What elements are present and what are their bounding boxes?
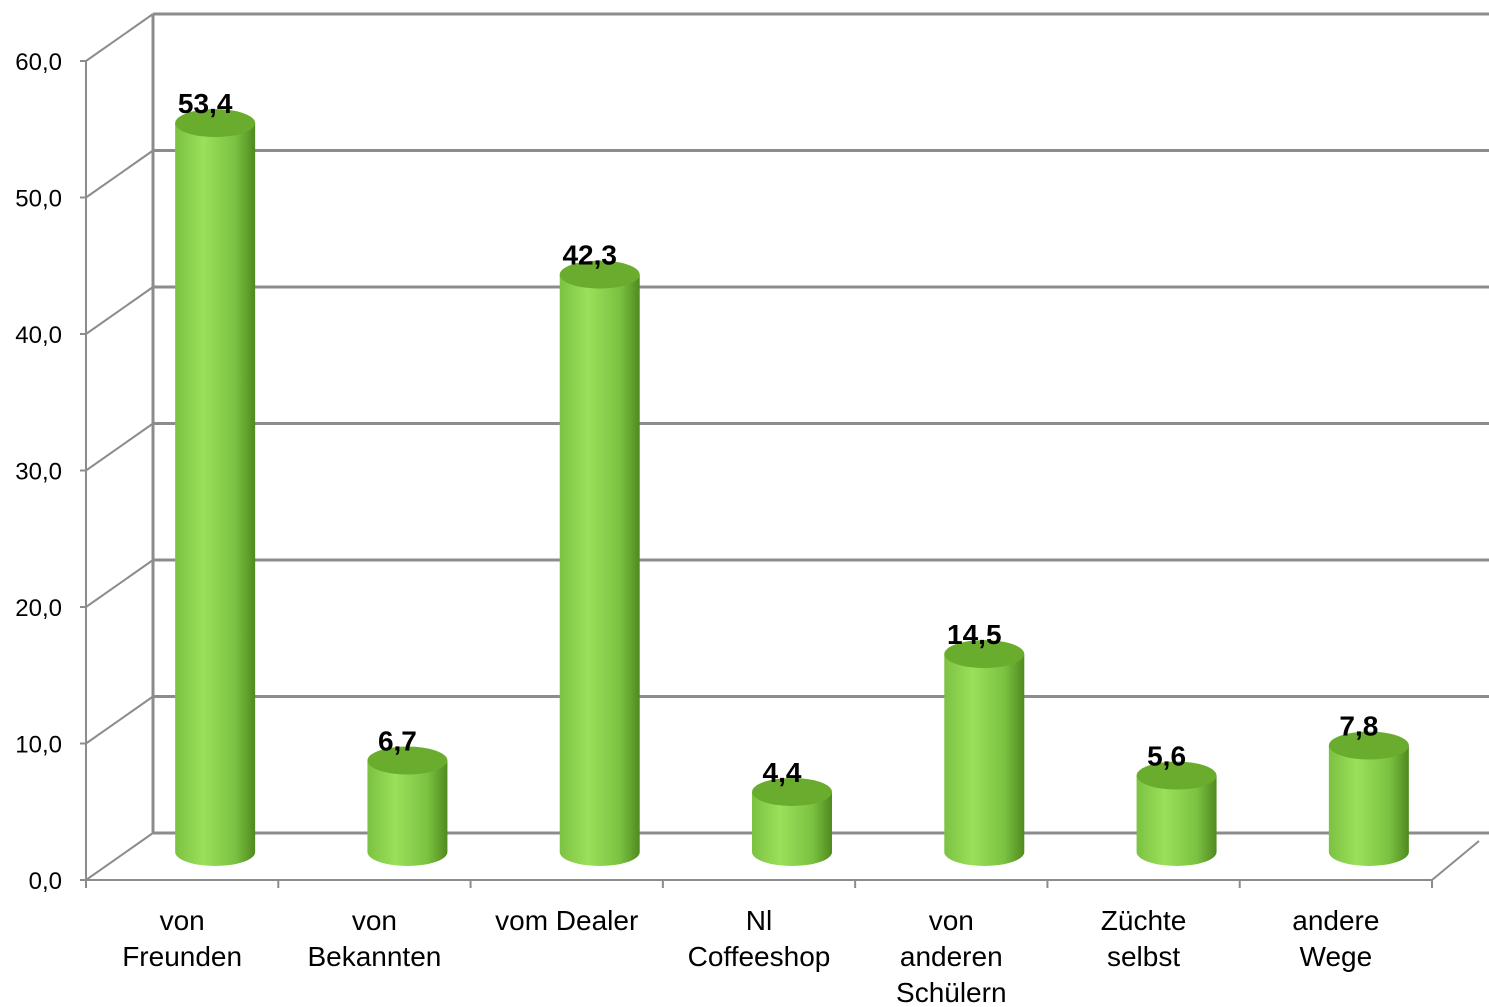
bar-top	[175, 109, 256, 138]
bar	[1328, 731, 1409, 867]
x-tick-label: Nl Coffeeshop	[688, 905, 831, 972]
gridlines	[80, 12, 1489, 888]
x-tick-label: von anderen Schülern	[896, 905, 1007, 1007]
bar	[944, 640, 1025, 866]
bars	[175, 109, 1409, 867]
bar	[752, 777, 832, 866]
bar-top	[1328, 731, 1409, 760]
data-label: 4,4	[763, 757, 802, 788]
bar-body	[175, 123, 256, 867]
x-tick-label: von Freunden	[122, 905, 242, 972]
bar	[367, 746, 448, 867]
floor-edge	[1431, 840, 1480, 881]
gridline-depth	[85, 13, 154, 62]
y-tick-label: 60,0	[15, 49, 62, 76]
x-tick-label: Züchte selbst	[1101, 905, 1187, 972]
bar-body	[367, 760, 448, 867]
data-label: 6,7	[378, 726, 417, 757]
y-tick-label: 20,0	[15, 595, 62, 622]
gridline-depth	[85, 149, 154, 199]
bar	[1136, 761, 1217, 867]
y-tick-label: 10,0	[15, 732, 62, 759]
y-tick-label: 50,0	[15, 186, 62, 213]
labels: 0,0 10,0 20,0 30,0 40,0 50,0 60,0 53,4 von Freund…	[15, 49, 1379, 1007]
x-tick-label: von Bekannten	[307, 905, 441, 972]
bar-body	[1328, 745, 1409, 867]
bar	[175, 109, 256, 867]
bar-top	[752, 777, 832, 806]
data-label: 42,3	[562, 240, 617, 271]
bar-top	[367, 746, 448, 775]
bar-top	[559, 260, 640, 289]
bar-top	[1136, 761, 1217, 790]
gridline-depth	[85, 422, 154, 472]
gridline-depth	[85, 832, 154, 881]
x-tick-label: andere Wege	[1292, 905, 1379, 972]
bar-body	[752, 791, 832, 866]
gridline-depth	[85, 695, 154, 745]
bar	[559, 260, 640, 867]
bar-body	[1136, 775, 1217, 867]
y-tick-label: 30,0	[15, 459, 62, 486]
gridline-depth	[85, 286, 154, 335]
bar-body	[559, 274, 640, 867]
y-tick-label: 40,0	[15, 322, 62, 349]
data-label: 53,4	[178, 88, 233, 119]
data-label: 5,6	[1147, 741, 1186, 772]
bar-body	[944, 654, 1025, 866]
x-tick-label: vom Dealer	[495, 905, 638, 936]
gridline-depth	[85, 559, 154, 608]
bar-top	[944, 640, 1025, 669]
data-label: 7,8	[1339, 711, 1378, 742]
y-tick-label: 0,0	[29, 868, 62, 895]
data-label: 14,5	[947, 619, 1002, 650]
